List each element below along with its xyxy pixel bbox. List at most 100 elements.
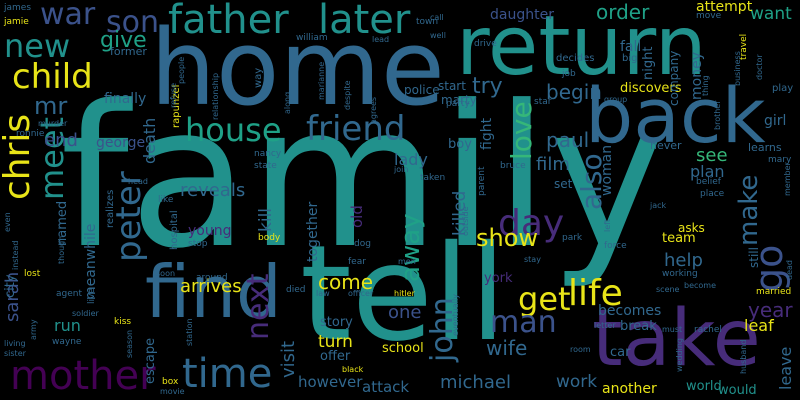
- word-big: big: [622, 53, 638, 64]
- word-back: back: [585, 71, 766, 160]
- word-school: school: [382, 341, 424, 356]
- word-family: family: [60, 64, 665, 292]
- word-former: former: [110, 45, 147, 58]
- word-head: head: [128, 177, 148, 186]
- word-show: show: [476, 224, 539, 252]
- word-season: season: [125, 329, 134, 358]
- word-men: men: [398, 257, 416, 266]
- word-hitler: hitler: [394, 289, 415, 298]
- word-becomes: becomes: [598, 303, 662, 319]
- word-film: film: [536, 154, 570, 175]
- word-army: army: [29, 319, 38, 340]
- word-day: day: [498, 203, 565, 244]
- word-stop: stop: [188, 239, 208, 249]
- word-order: order: [596, 0, 650, 24]
- word-soldier: soldier: [72, 309, 99, 318]
- word-jamie: jamie: [4, 17, 29, 27]
- word-park: park: [562, 233, 583, 243]
- word-like: like: [158, 195, 174, 205]
- word-kill: kill: [256, 207, 276, 232]
- word-year: year: [748, 298, 793, 322]
- word-bruce: bruce: [500, 161, 526, 171]
- word-leaf: leaf: [744, 316, 774, 335]
- word-doctor: doctor: [755, 54, 764, 80]
- word-lead: lead: [372, 35, 390, 44]
- word-state: state: [254, 161, 277, 171]
- word-mary: mary: [768, 155, 792, 165]
- word-body: body: [258, 233, 281, 243]
- word-member: member: [783, 162, 792, 196]
- word-child: child: [12, 57, 93, 97]
- word-visit: visit: [278, 340, 299, 378]
- word-agent: agent: [56, 289, 82, 299]
- word-refuse: refuse: [169, 82, 178, 108]
- word-william: william: [296, 33, 328, 43]
- word-drive: drive: [474, 39, 497, 49]
- word-died: died: [286, 285, 306, 295]
- word-city: city: [3, 274, 18, 298]
- word-escape: escape: [143, 337, 158, 384]
- word-nancy: nancy: [254, 149, 282, 159]
- word-become: become: [684, 281, 717, 290]
- word-however: however: [298, 373, 363, 391]
- word-dog: dog: [354, 239, 371, 249]
- word-attack: attack: [362, 378, 410, 396]
- word-marty: marty: [441, 93, 477, 107]
- word-eventually: eventually: [451, 294, 460, 336]
- word-husband: husband: [739, 339, 748, 374]
- word-mr: mr: [34, 92, 68, 120]
- word-never: never: [650, 139, 682, 152]
- word-dead: dead: [785, 260, 794, 280]
- word-station: station: [185, 318, 194, 346]
- word-kiss: kiss: [114, 317, 132, 327]
- word-girl: girl: [764, 113, 787, 129]
- word-father: father: [168, 0, 289, 43]
- word-return: return: [456, 0, 707, 94]
- word-one: one: [388, 302, 422, 323]
- word-lady: lady: [394, 150, 428, 169]
- word-murder: murder: [38, 119, 68, 128]
- word-sister: sister: [4, 349, 26, 358]
- word-even: even: [3, 212, 12, 232]
- word-letter: letter: [594, 321, 616, 330]
- word-law: law: [316, 289, 330, 298]
- word-belief: belief: [696, 177, 721, 187]
- word-living: living: [4, 339, 26, 348]
- word-leave: leave: [776, 346, 795, 390]
- word-wedding: wedding: [675, 338, 684, 372]
- word-ronnie: ronnie: [16, 129, 45, 139]
- word-live: live: [87, 288, 97, 304]
- word-start: start: [438, 79, 466, 93]
- word-turn: turn: [318, 332, 353, 352]
- word-business: business: [733, 51, 742, 86]
- word-police: police: [404, 83, 440, 97]
- word-party: party: [446, 99, 470, 109]
- word-car: car: [610, 345, 631, 360]
- word-decides: decides: [556, 53, 595, 64]
- word-despite: despite: [343, 80, 352, 110]
- word-later: later: [318, 0, 411, 43]
- word-help: help: [664, 250, 703, 271]
- word-must: must: [662, 325, 683, 334]
- word-michael: michael: [440, 372, 511, 393]
- word-home: home: [150, 7, 445, 129]
- word-find: find: [145, 250, 282, 334]
- word-life: life: [568, 273, 623, 314]
- word-wife: wife: [486, 336, 528, 360]
- word-discovers: discovers: [620, 81, 682, 96]
- word-want: want: [750, 4, 792, 24]
- word-learns: learns: [748, 141, 782, 154]
- word-taken: taken: [420, 173, 446, 183]
- word-young: young: [188, 223, 232, 239]
- word-plan: plan: [690, 162, 725, 181]
- word-paul: paul: [546, 128, 590, 152]
- word-jack: jack: [650, 201, 667, 210]
- word-story: story: [320, 315, 353, 330]
- word-well: well: [430, 31, 446, 40]
- word-instead: instead: [11, 240, 20, 271]
- word-though: though: [57, 235, 66, 264]
- word-old: old: [348, 205, 366, 228]
- word-group: group: [604, 95, 628, 104]
- word-left: left: [603, 219, 612, 232]
